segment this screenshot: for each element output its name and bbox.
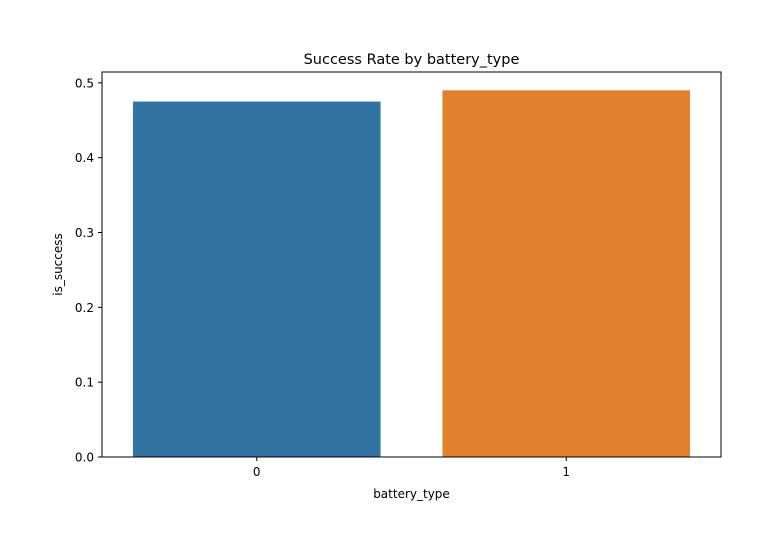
y-tick-label: 0.5 bbox=[75, 76, 94, 90]
y-axis-label: is_success bbox=[51, 233, 65, 296]
chart-title: Success Rate by battery_type bbox=[304, 52, 520, 68]
x-tick-label: 1 bbox=[562, 465, 570, 479]
y-tick-label: 0.4 bbox=[75, 151, 94, 165]
x-tick-label: 0 bbox=[253, 465, 261, 479]
x-axis-label: battery_type bbox=[373, 487, 450, 501]
y-tick-label: 0.3 bbox=[75, 226, 94, 240]
axes-frame bbox=[101, 71, 722, 458]
bar-1 bbox=[442, 90, 691, 457]
bars-group bbox=[132, 90, 691, 457]
bar-0 bbox=[132, 101, 381, 457]
y-tick-label: 0.1 bbox=[75, 376, 94, 390]
y-tick-label: 0.2 bbox=[75, 301, 94, 315]
y-axis-ticks: 0.0 0.1 0.2 0.3 0.4 0.5 bbox=[75, 76, 102, 465]
y-tick-label: 0.0 bbox=[75, 451, 94, 465]
